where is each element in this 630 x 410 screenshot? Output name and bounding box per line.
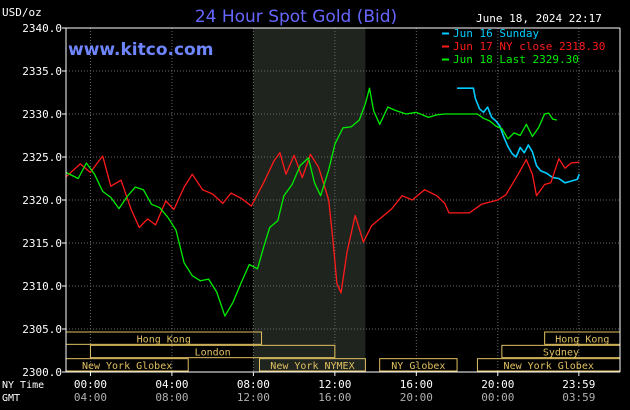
y-tick-label: 2340.0: [22, 22, 62, 35]
x-tick-label-gmt: 04:00: [74, 391, 107, 404]
legend-entry: Jun 16 Sunday: [453, 27, 539, 40]
legend-entry: Jun 17 NY close 2318.30: [453, 40, 605, 53]
session-label: Hong Kong: [137, 334, 191, 345]
y-tick-label: 2305.0: [22, 323, 62, 336]
session-label: New York Globex: [504, 361, 594, 372]
y-tick-label: 2310.0: [22, 280, 62, 293]
series-line-2: [65, 87, 558, 317]
session-label: Sydney: [543, 348, 579, 359]
unit-label: USD/oz: [2, 6, 42, 19]
y-tick-label: 2320.0: [22, 194, 62, 207]
session-label: London: [195, 348, 231, 359]
session-box: [379, 358, 458, 372]
session-box: [89, 344, 336, 359]
x-tick-label-gmt: 16:00: [318, 391, 351, 404]
x-tick-label-gmt: 08:00: [155, 391, 188, 404]
x-tick-label-ny: 04:00: [155, 378, 188, 391]
session-label: New York NYMEX: [270, 361, 354, 372]
x-tick-label-ny: 23:59: [562, 378, 595, 391]
session-box: [258, 358, 366, 372]
ny-time-label: NY Time: [2, 380, 44, 391]
x-tick-label-gmt: 00:00: [481, 391, 514, 404]
x-tick-label-ny: 00:00: [74, 378, 107, 391]
x-tick-label-ny: 20:00: [481, 378, 514, 391]
legend-entry: Jun 18 Last 2329.30: [453, 53, 579, 66]
y-tick-label: 2330.0: [22, 108, 62, 121]
y-tick-label: 2300.0: [22, 366, 62, 379]
session-label: Hong Kong: [555, 334, 609, 345]
y-tick-label: 2325.0: [22, 151, 62, 164]
x-tick-label-ny: 16:00: [400, 378, 433, 391]
session-label: NY Globex: [391, 361, 445, 372]
y-tick-label: 2335.0: [22, 65, 62, 78]
series-line-1: [65, 152, 580, 294]
y-axis-ticks: 2300.0 2305.0 2310.0 2315.0 2320.0 2325.0 2330…: [22, 22, 66, 379]
series-line-0: [457, 87, 581, 184]
y-tick-label: 2315.0: [22, 237, 62, 250]
x-axis-ticks: 00:0004:0004:0008:0008:0012:0012:0016:00…: [74, 372, 595, 404]
timestamp: June 18, 2024 22:17: [476, 12, 602, 25]
gmt-label: GMT: [2, 393, 20, 404]
session-label: New York Globex: [82, 361, 172, 372]
brand-watermark: www.kitco.com: [68, 40, 213, 60]
x-tick-label-ny: 12:00: [318, 378, 351, 391]
x-tick-label-gmt: 12:00: [237, 391, 270, 404]
x-tick-label-gmt: 20:00: [400, 391, 433, 404]
x-tick-label-gmt: 03:59: [562, 391, 595, 404]
series-layer: [65, 87, 581, 317]
chart-title: 24 Hour Spot Gold (Bid): [195, 7, 397, 27]
x-tick-label-ny: 08:00: [237, 378, 270, 391]
